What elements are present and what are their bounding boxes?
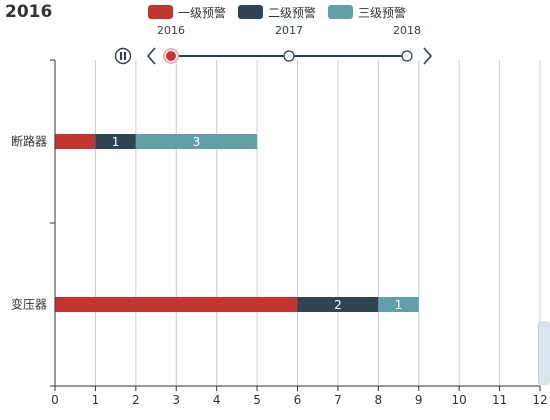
legend-label-level3: 三级预警 [358,5,407,20]
x-tick-label: 0 [51,393,59,407]
bar-data-label: 1 [395,298,403,312]
bar-segment [55,134,96,149]
x-tick-label: 4 [213,393,221,407]
legend-swatch-level1 [148,5,173,19]
bar-data-label: 1 [112,135,120,149]
legend-swatch-level2 [238,5,264,19]
chart-title: 2016 [5,2,53,22]
legend-label-level1: 一级预警 [178,5,227,20]
x-tick-label: 6 [294,393,302,407]
scrollbar-thumb[interactable] [538,321,550,385]
bar-segment [135,134,258,149]
x-tick-label: 1 [92,393,100,407]
legend-item-level1[interactable]: 一级预警 [148,4,226,20]
legend: 一级预警 二级预警 三级预警 [148,4,418,20]
timeline-year-label-2016: 2016 [157,24,185,37]
timeline-point-2018[interactable] [401,50,413,62]
bar-segment [55,297,298,312]
legend-item-level2[interactable]: 二级预警 [238,4,316,20]
y-category-label: 变压器 [11,297,47,312]
x-tick-label: 9 [415,393,423,407]
x-tick-label: 8 [375,393,383,407]
pause-icon[interactable] [114,47,132,65]
bar-data-label: 3 [193,135,201,149]
bar-segment [95,134,136,149]
timeline-year-label-2018: 2018 [393,24,421,37]
grid [94,60,541,386]
x-tick-label: 5 [253,393,261,407]
x-tick-label: 11 [492,393,507,407]
x-tick-label: 3 [172,393,180,407]
chevron-left-icon[interactable] [146,47,156,65]
timeline-point-2016 [165,50,177,62]
bars: 2 1 1 3 [55,134,419,312]
y-category-label: 断路器 [11,134,47,149]
bar-segment [378,297,419,312]
legend-swatch-level3 [328,5,354,19]
timeline-year-label-2017: 2017 [275,24,303,37]
timeline: 2016 2017 2018 [114,24,433,65]
timeline-point-2017[interactable] [283,50,295,62]
chevron-right-icon[interactable] [423,47,433,65]
bar-segment [297,297,379,312]
x-tick-label: 7 [334,393,342,407]
x-tick-label: 10 [452,393,467,407]
x-tick-label: 12 [532,393,547,407]
legend-label-level2: 二级预警 [268,5,317,20]
bar-data-label: 2 [334,298,342,312]
x-tick-label: 2 [132,393,140,407]
legend-item-level3[interactable]: 三级预警 [328,4,406,20]
